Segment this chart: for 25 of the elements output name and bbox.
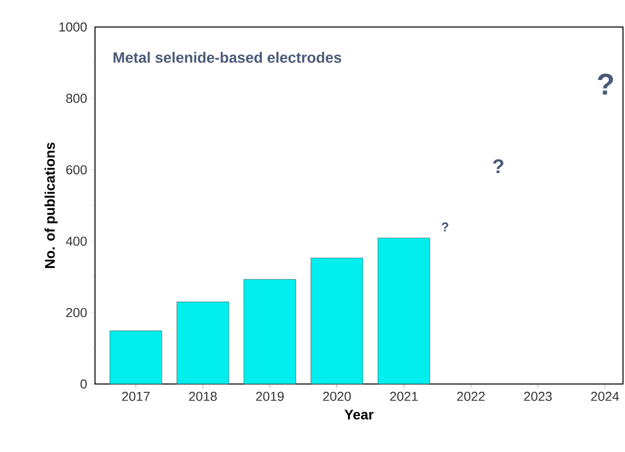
y-tick-label: 1000: [59, 22, 87, 32]
y-tick-label: 400: [66, 236, 87, 246]
y-tick-label: 200: [66, 308, 87, 318]
y-tick-label: 600: [66, 165, 87, 174]
bar: [310, 258, 364, 384]
y-tick-label: 800: [66, 94, 87, 103]
x-tick-label: 2020: [323, 392, 351, 401]
x-tick-label: 2024: [591, 392, 619, 401]
text: Metal selenide-based electrodes: [114, 52, 342, 63]
bar: [176, 302, 230, 384]
annotation: ?: [598, 74, 613, 95]
x-tick-label: 2021: [390, 392, 418, 401]
annotation: ?: [493, 159, 504, 174]
x-tick-label: 2022: [457, 392, 485, 401]
x-tick-label: 2018: [189, 392, 217, 401]
y-tick-label: 0: [80, 379, 87, 389]
bar: [244, 279, 296, 384]
bar: [378, 238, 430, 384]
x-tick-label: 2023: [524, 392, 552, 401]
x-tick-label: 2017: [122, 392, 150, 401]
y-axis-title: No. of publications: [44, 142, 58, 268]
annotation: ?: [442, 222, 448, 232]
bar: [110, 330, 162, 384]
x-axis-title: Year: [344, 410, 374, 420]
x-tick-label: 2019: [256, 392, 284, 401]
